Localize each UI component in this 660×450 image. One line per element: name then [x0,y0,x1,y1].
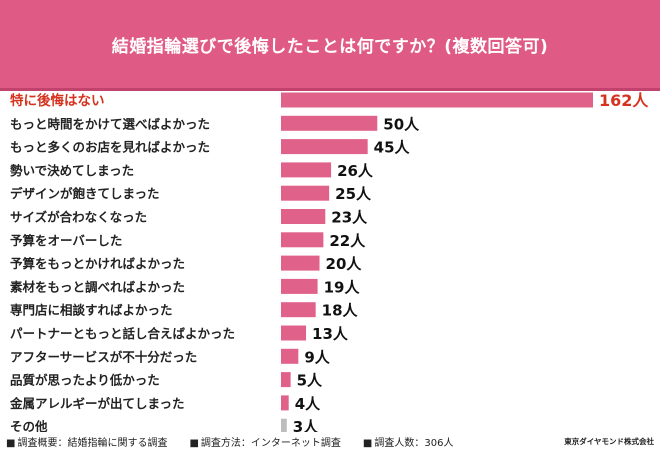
value-label: 45人 [374,139,411,157]
value-label: 25人 [335,185,372,203]
category-label: デザインが飽きてしまった [10,186,160,201]
bar [281,372,291,388]
value-label: 9人 [304,348,330,366]
category-label: 専門店に相談すればよかった [10,303,173,318]
bar [281,115,378,131]
value-label: 50人 [383,115,420,133]
bar [281,348,299,364]
category-label: 予算をもっとかければよかった [10,256,185,271]
chart-header: 結婚指輪選びで後悔したことは何ですか？(複数回答可) [0,0,660,88]
category-label: 予算をオーバーした [10,233,122,248]
category-label: もっと時間をかけて選べばよかった [10,116,210,131]
bar [281,139,368,155]
bar [281,278,318,294]
bar [281,92,593,108]
value-label: 3人 [293,418,319,432]
value-label: 23人 [331,209,368,227]
respondent-count: 調査人数：306人 [363,434,453,449]
chart-title: 結婚指輪選びで後悔したことは何ですか？(複数回答可) [111,36,549,57]
value-label: 20人 [326,255,363,273]
value-label: 4人 [295,395,321,413]
bar [281,209,326,224]
header-divider [0,88,660,91]
category-label: その他 [10,419,48,432]
category-label: 品質が思ったより低かった [10,373,160,388]
bar [281,232,324,248]
value-label: 18人 [322,302,359,320]
value-label: 162人 [599,91,649,110]
value-label: 19人 [324,278,361,296]
footer: 調査概要：結婚指輪に関する調査 調査方法：インターネット調査 調査人数：306人… [6,433,654,449]
company-credit: 東京ダイヤモンド株式会社 [564,436,654,446]
category-label: パートナーともっと話し合えばよかった [10,326,235,341]
bar [281,395,289,411]
survey-overview: 調査概要：結婚指輪に関する調査 [6,434,167,449]
category-label: 金属アレルギーが出てしまった [9,396,185,411]
category-label: もっと多くのお店を見ればよかった [10,140,210,155]
bar [281,325,307,341]
category-label: アフターサービスが不十分だった [10,349,197,364]
category-label: 勢いで決めてしまった [10,163,134,178]
category-label: サイズが合わなくなった [10,210,147,225]
survey-method: 調査方法：インターネット調査 [189,434,341,449]
category-label: 特に後悔はない [10,92,105,109]
bar [281,418,287,432]
bar [281,302,316,318]
value-label: 26人 [337,162,374,180]
bar [281,185,330,201]
value-label: 13人 [312,325,349,343]
bar [281,162,332,178]
bar [281,255,320,271]
value-label: 22人 [329,232,366,250]
value-label: 5人 [297,372,323,390]
category-label: 素材をもっと調べればよかった [10,279,185,294]
